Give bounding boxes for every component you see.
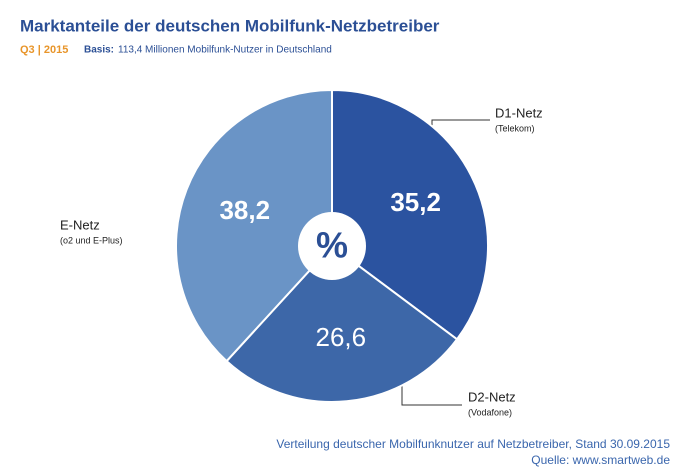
pie-slice (225, 244, 459, 403)
category-sublabel: (Telekom) (495, 123, 535, 133)
source: Quelle: www.smartweb.de (531, 453, 670, 467)
category-label: D2-Netz (468, 389, 516, 404)
category-label: E-Netz (60, 217, 100, 232)
basis-text: 113,4 Millionen Mobilfunk-Nutzer in Deut… (118, 45, 332, 56)
value-label: 35,2 (390, 187, 441, 217)
center-circle (298, 212, 366, 280)
category-sublabel: (o2 und E-Plus) (60, 235, 123, 245)
period: Q3 | 2015 (20, 44, 68, 56)
value-label: 26,6 (316, 322, 367, 352)
pie-slice (331, 88, 489, 341)
chart-title: Marktanteile der deutschen Mobilfunk-Net… (20, 16, 440, 35)
center-label: % (316, 225, 348, 266)
value-label: 38,2 (219, 195, 270, 225)
category-label: D1-Netz (495, 105, 543, 120)
basis-label: Basis: (84, 45, 114, 56)
category-sublabel: (Vodafone) (468, 407, 512, 417)
pie: 35,2 26,6 38,2% (175, 88, 489, 403)
footnote: Verteilung deutscher Mobilfunknutzer auf… (276, 437, 670, 451)
pie-slice (175, 88, 333, 363)
